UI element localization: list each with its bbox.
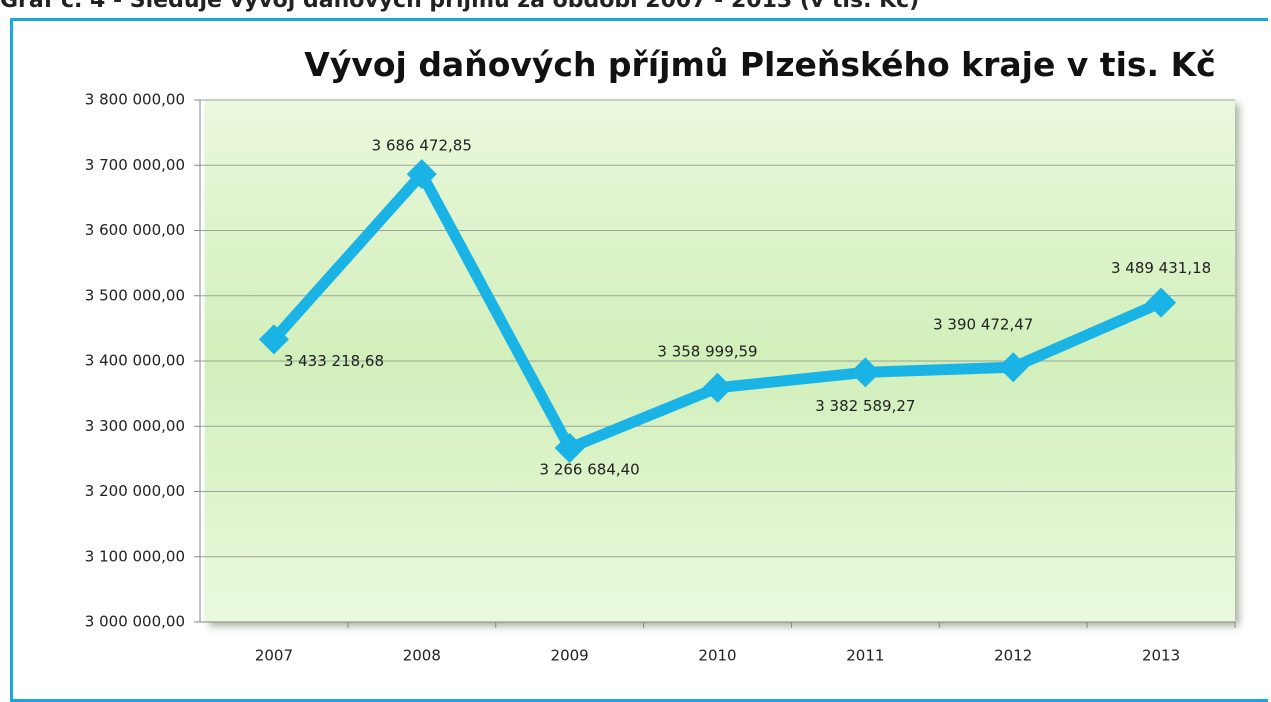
marker — [702, 372, 733, 403]
data-label: 3 358 999,59 — [657, 342, 757, 360]
data-label: 3 489 431,18 — [1111, 259, 1211, 277]
x-tick-label: 2013 — [1142, 647, 1180, 665]
data-label: 3 686 472,85 — [372, 137, 472, 155]
marker — [850, 357, 881, 388]
caption: Graf č. 4 - Sleduje vývoj daňových příjm… — [0, 0, 920, 13]
x-tick-label: 2012 — [994, 647, 1032, 665]
data-label: 3 266 684,40 — [540, 460, 640, 478]
data-label: 3 382 589,27 — [815, 397, 915, 415]
y-tick-label: 3 300 000,00 — [85, 417, 185, 435]
x-tick-label: 2008 — [403, 647, 441, 665]
y-tick-label: 3 800 000,00 — [85, 91, 185, 109]
x-tick-label: 2011 — [846, 647, 884, 665]
x-tick-label: 2007 — [255, 647, 293, 665]
data-label: 3 390 472,47 — [933, 316, 1033, 334]
y-tick-label: 3 600 000,00 — [85, 221, 185, 239]
x-tick-label: 2010 — [698, 647, 736, 665]
marker — [1146, 287, 1177, 318]
frame — [10, 18, 1268, 702]
marker — [998, 352, 1029, 383]
x-tick-label: 2009 — [551, 647, 589, 665]
marker — [258, 324, 289, 355]
marker — [554, 432, 585, 463]
y-tick-label: 3 000 000,00 — [85, 613, 185, 631]
chart-title: Vývoj daňových příjmů Plzeňského kraje v… — [304, 45, 1216, 84]
y-tick-label: 3 500 000,00 — [85, 286, 185, 304]
data-label: 3 433 218,68 — [284, 352, 384, 370]
y-tick-label: 3 200 000,00 — [85, 482, 185, 500]
y-tick-label: 3 100 000,00 — [85, 547, 185, 565]
y-tick-label: 3 700 000,00 — [85, 156, 185, 174]
y-tick-label: 3 400 000,00 — [85, 352, 185, 370]
marker — [406, 159, 437, 190]
